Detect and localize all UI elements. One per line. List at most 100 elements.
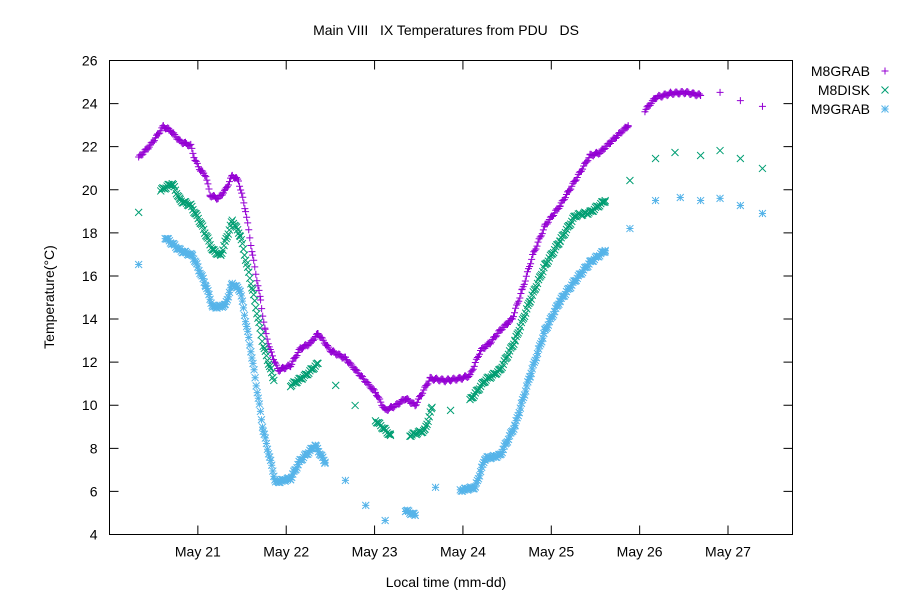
m9grab-point: [626, 224, 634, 233]
m9grab-point: [521, 387, 530, 395]
m8grab-point: [201, 172, 209, 180]
m8grab-point: [235, 177, 243, 185]
m9grab-point: [293, 463, 301, 472]
m8disk-point: [517, 318, 526, 327]
m9grab-point: [313, 444, 322, 453]
m9grab-point: [411, 511, 420, 520]
m9grab-point: [204, 286, 212, 295]
m8grab-point: [257, 296, 265, 304]
m9grab-point: [537, 337, 546, 346]
m9grab-point: [245, 341, 254, 349]
m9grab-point: [595, 251, 604, 260]
m9grab-point: [520, 391, 529, 399]
m8grab-point: [419, 389, 427, 397]
m9grab-point: [479, 458, 488, 467]
m9grab-point: [198, 272, 206, 280]
m8disk-point: [384, 430, 393, 439]
m9grab-point: [206, 295, 214, 304]
y-tick-label: 6: [90, 483, 98, 499]
m8disk-point: [531, 285, 540, 293]
m8disk-point: [262, 351, 271, 360]
m9grab-point: [205, 290, 213, 299]
m9grab-point: [716, 194, 724, 203]
m9grab-point: [268, 467, 277, 475]
m8grab-point: [532, 245, 540, 253]
m8disk-point: [489, 369, 498, 378]
m9grab-point: [477, 463, 486, 472]
x-tick-label: May 27: [705, 544, 751, 560]
m8grab-point: [492, 333, 500, 341]
m8grab-point: [157, 127, 165, 135]
chart-title: Main VIII IX Temperatures from PDU DS: [313, 22, 579, 38]
m9grab-point: [540, 329, 548, 338]
m9grab-point: [243, 327, 252, 336]
m8grab-point: [244, 219, 252, 227]
m8grab-point: [522, 272, 530, 280]
m9grab-point: [431, 483, 440, 492]
m8disk-point: [601, 196, 610, 205]
m9grab-point: [523, 377, 532, 386]
m9grab-point: [254, 394, 263, 403]
m9grab-point: [498, 448, 507, 457]
m8disk-point: [446, 406, 455, 415]
m9grab-point: [518, 395, 527, 404]
m8grab-point: [509, 313, 517, 321]
m9grab-point: [189, 255, 198, 263]
m8disk-point: [248, 286, 257, 294]
m8grab-point: [375, 393, 383, 401]
m9grab-point: [517, 399, 526, 408]
x-axis: May 21 May 22 May 23 May 24 May 25 May 26 May …: [175, 60, 751, 560]
m8disk-point: [251, 303, 260, 312]
m8grab-point: [193, 159, 201, 167]
m9grab-point: [236, 287, 245, 296]
m9grab-point: [287, 473, 296, 482]
m8disk-point: [314, 359, 322, 368]
m9grab-point: [262, 439, 271, 448]
m8disk-point: [219, 246, 227, 254]
m9grab-point: [478, 460, 487, 469]
y-tick-label: 14: [82, 311, 98, 327]
m8grab-point: [716, 88, 724, 96]
m8grab-point: [245, 226, 253, 234]
m8disk-point: [651, 154, 660, 163]
m8disk-point: [523, 301, 532, 310]
m8disk-point: [267, 368, 276, 377]
m8disk-point: [386, 430, 395, 438]
m9grab-point: [318, 453, 327, 462]
m9grab-point: [361, 501, 370, 510]
series-m9grab: [134, 193, 767, 525]
m9grab-point: [524, 375, 533, 384]
m8disk-point: [249, 290, 258, 299]
m9grab-point: [269, 472, 278, 481]
m8disk-point: [204, 234, 212, 242]
m9grab-point: [264, 449, 273, 458]
m9grab-point: [696, 196, 705, 205]
m8disk-point: [467, 394, 475, 402]
m8disk-point: [169, 180, 178, 189]
m8grab-point: [202, 173, 210, 181]
m8disk-point: [221, 237, 229, 246]
m8disk-point: [253, 309, 261, 318]
m8disk-point: [543, 259, 552, 267]
m9grab-point: [511, 421, 519, 430]
m9grab-point: [601, 246, 610, 255]
m9grab-point: [533, 349, 542, 358]
legend-label: M9GRAB: [811, 101, 870, 117]
m9grab-point: [561, 290, 570, 299]
m8grab-point: [268, 352, 276, 360]
m8disk-point: [696, 151, 705, 160]
m9grab-point: [508, 427, 517, 435]
m8grab-point: [188, 144, 196, 152]
legend-star-icon: [881, 105, 889, 113]
m8disk-point: [243, 263, 252, 272]
m9grab-point: [519, 393, 528, 402]
m8disk-point: [134, 208, 143, 217]
m8grab-point: [758, 102, 766, 110]
m8disk-point: [310, 364, 318, 373]
m9grab-point: [567, 281, 576, 290]
m8disk-point: [260, 344, 269, 353]
m8grab-point: [521, 277, 529, 285]
m9grab-point: [476, 467, 485, 476]
legend-plus-icon: [881, 67, 889, 75]
legend-cross-icon: [881, 86, 889, 94]
